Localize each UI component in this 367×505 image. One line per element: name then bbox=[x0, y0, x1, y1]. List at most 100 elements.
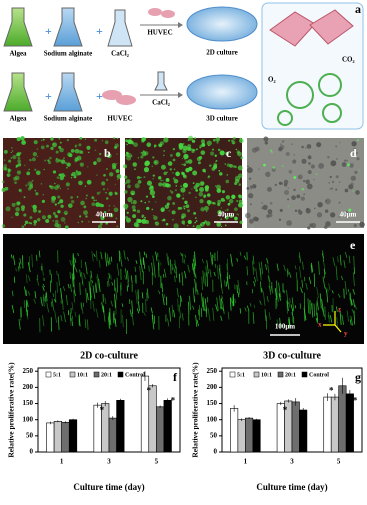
cell bbox=[172, 264, 173, 270]
scale-bar: 100μm bbox=[275, 323, 295, 331]
cell bbox=[123, 164, 127, 168]
cell bbox=[153, 174, 155, 176]
flask bbox=[4, 8, 32, 46]
cell bbox=[192, 148, 195, 151]
cell bbox=[181, 220, 185, 224]
cell bbox=[248, 193, 253, 198]
cell bbox=[71, 200, 74, 203]
cell bbox=[288, 206, 289, 207]
cell bbox=[126, 152, 129, 155]
cell bbox=[155, 222, 159, 226]
cell bbox=[149, 266, 150, 272]
x-tick-label: 3 bbox=[107, 458, 111, 466]
plus: + bbox=[45, 89, 52, 103]
cell bbox=[185, 204, 189, 208]
bar bbox=[238, 420, 245, 452]
cell bbox=[296, 194, 300, 198]
cell bbox=[199, 187, 204, 192]
bar bbox=[253, 420, 260, 452]
cell bbox=[317, 212, 322, 217]
cell bbox=[295, 210, 298, 213]
cell bbox=[228, 140, 230, 142]
cell bbox=[292, 160, 296, 164]
cell bbox=[173, 159, 176, 162]
cell bbox=[94, 139, 97, 142]
cell bbox=[233, 137, 236, 140]
cell bbox=[183, 163, 186, 166]
tube bbox=[155, 72, 167, 90]
cell bbox=[238, 194, 241, 197]
cell bbox=[207, 141, 212, 146]
legend-swatch bbox=[118, 372, 123, 377]
cell bbox=[106, 197, 108, 199]
cell bbox=[15, 212, 19, 216]
cell bbox=[193, 225, 195, 227]
cell bbox=[123, 204, 128, 209]
cell bbox=[67, 162, 71, 166]
cell bbox=[275, 184, 277, 186]
bar bbox=[109, 418, 117, 452]
cell bbox=[8, 160, 11, 163]
cell bbox=[152, 195, 155, 198]
cell bbox=[180, 185, 182, 187]
cell bbox=[201, 143, 205, 147]
cell bbox=[23, 213, 26, 216]
cell bbox=[88, 152, 90, 154]
cell bbox=[98, 225, 102, 229]
cell bbox=[336, 158, 338, 160]
cell bbox=[215, 161, 216, 162]
cell bbox=[22, 225, 25, 228]
cell bbox=[280, 145, 285, 150]
cell bbox=[4, 150, 8, 154]
cell bbox=[305, 147, 306, 148]
cell bbox=[32, 157, 36, 161]
cell bbox=[68, 203, 73, 208]
cell bbox=[42, 215, 46, 219]
cell bbox=[24, 165, 25, 166]
cell bbox=[95, 200, 96, 201]
cell bbox=[359, 222, 364, 227]
cell bbox=[168, 161, 173, 166]
cell bbox=[56, 158, 58, 160]
cell bbox=[146, 207, 149, 210]
cell bbox=[11, 157, 13, 159]
cell bbox=[239, 200, 243, 204]
cell bbox=[237, 152, 242, 157]
cell bbox=[45, 219, 49, 223]
cell bbox=[125, 208, 127, 210]
cell bbox=[57, 210, 60, 213]
cell bbox=[200, 227, 202, 229]
label: 3D culture bbox=[206, 115, 238, 123]
scale-bar: 40μm bbox=[340, 211, 357, 219]
cell bbox=[263, 164, 266, 167]
cell bbox=[170, 168, 172, 170]
cell bbox=[172, 202, 175, 205]
y-axis-label: Relative proliferative rate(%) bbox=[191, 362, 200, 458]
cell bbox=[147, 181, 152, 186]
cell bbox=[109, 205, 111, 207]
bar bbox=[117, 400, 125, 452]
cell bbox=[38, 210, 41, 213]
cell bbox=[223, 200, 225, 202]
cell bbox=[199, 192, 204, 197]
cell bbox=[353, 190, 354, 191]
x-tick-label: 1 bbox=[60, 458, 64, 466]
cell bbox=[13, 177, 17, 181]
cell bbox=[178, 207, 181, 210]
cell bbox=[61, 300, 62, 304]
cell bbox=[229, 199, 233, 203]
cell bbox=[153, 216, 158, 221]
cell bbox=[220, 218, 222, 220]
cell bbox=[132, 200, 136, 204]
cell bbox=[239, 221, 242, 224]
cell bbox=[113, 137, 115, 139]
cell bbox=[53, 170, 56, 173]
cell bbox=[117, 179, 118, 180]
cell bbox=[153, 215, 154, 216]
cell bbox=[160, 207, 165, 212]
cell bbox=[70, 272, 71, 279]
cell bbox=[210, 151, 214, 155]
panel-label: b bbox=[104, 146, 111, 160]
cell bbox=[50, 147, 53, 150]
cell bbox=[175, 185, 177, 187]
